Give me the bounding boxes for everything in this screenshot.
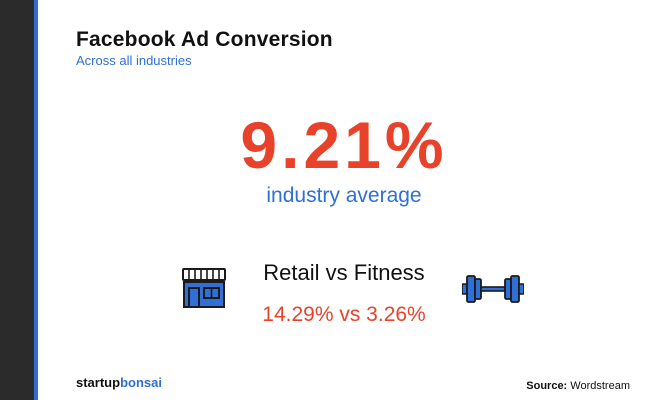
main-stat-value: 9.21% [240, 108, 448, 182]
source-credit: Source: Wordstream [526, 380, 630, 392]
dumbbell-icon [462, 275, 524, 303]
sidebar-accent-line [34, 0, 38, 400]
comparison-title: Retail vs Fitness [263, 260, 425, 285]
page-subtitle: Across all industries [76, 53, 192, 68]
sidebar-bar [0, 0, 34, 400]
store-icon [182, 268, 226, 308]
main-stat-label: industry average [266, 184, 422, 207]
page-title: Facebook Ad Conversion [76, 28, 333, 51]
brand-logo-part2: bonsai [120, 375, 162, 390]
source-value: Wordstream [570, 380, 630, 392]
brand-logo-part1: startup [76, 375, 121, 390]
comparison-values: 14.29% vs 3.26% [262, 303, 426, 326]
source-label: Source: [526, 380, 568, 392]
brand-logo: startupbonsai [76, 375, 162, 390]
